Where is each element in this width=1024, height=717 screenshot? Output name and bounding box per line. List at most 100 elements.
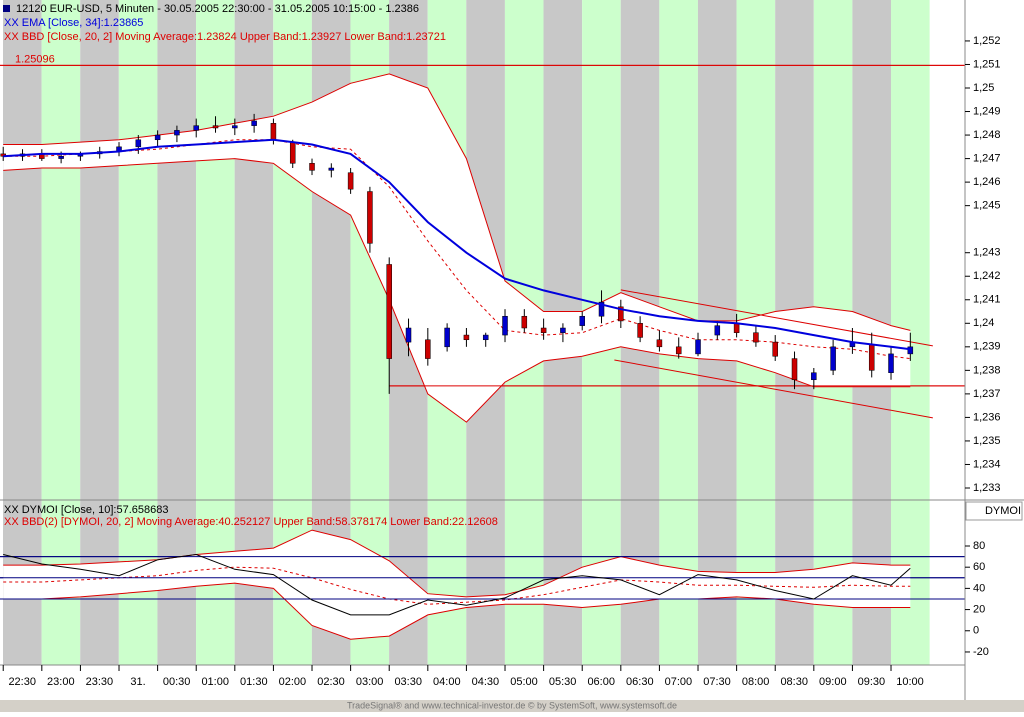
candle-body	[405, 327, 412, 343]
y-tick-label: 1,242	[973, 270, 1001, 282]
y-tick-label: 1,239	[973, 341, 1001, 353]
series-line	[3, 553, 911, 616]
candle-body	[444, 327, 450, 348]
legend-entry: XX BBD(2) [DYMOI, 20, 2] Moving Average:…	[4, 516, 498, 528]
candle-body	[540, 327, 547, 333]
axis-title: DYMOI	[985, 505, 1021, 517]
x-tick-label: 07:30	[703, 676, 731, 688]
candle-body	[811, 372, 817, 381]
symbol-icon	[3, 5, 10, 12]
footer: TradeSignal® and www.technical-investor.…	[347, 700, 677, 710]
candle-body	[502, 315, 508, 336]
y-tick-label: 0	[973, 625, 979, 637]
y-tick-label: 1,243	[973, 247, 1001, 259]
candle-body	[463, 334, 470, 341]
y-tick-label: 1,238	[973, 364, 1001, 376]
y-tick-label: 1,233	[973, 482, 1001, 494]
y-tick-label: 1,248	[973, 129, 1001, 141]
trend-line	[620, 289, 933, 347]
x-tick-label: 05:00	[510, 676, 538, 688]
candle-body	[386, 264, 392, 359]
y-tick-label: 1,252	[973, 35, 1001, 47]
candle-body	[347, 172, 354, 190]
candle-body	[309, 163, 315, 171]
candle-body	[772, 341, 778, 357]
candle-body	[251, 120, 257, 126]
candle-body	[791, 358, 798, 381]
y-tick-label: 1,246	[973, 176, 1001, 188]
candle-body	[174, 130, 180, 136]
x-tick-label: 02:00	[279, 676, 307, 688]
stripe	[157, 0, 197, 665]
y-tick-label: 1,234	[973, 458, 1001, 470]
stripe	[80, 0, 119, 665]
level-label: 1.25096	[15, 53, 55, 65]
candle-body	[733, 323, 740, 333]
x-tick-label: 03:00	[356, 676, 384, 688]
axis-label-box	[965, 501, 1023, 521]
x-tick-label: 09:00	[819, 676, 847, 688]
legend-entry: XX BBD [Close, 20, 2] Moving Average:1.2…	[4, 31, 446, 43]
candle-body	[579, 315, 585, 326]
y-tick-label: 20	[973, 603, 985, 615]
candle-body	[560, 327, 566, 333]
x-tick-label: 01:30	[240, 676, 268, 688]
x-tick-label: 23:30	[86, 676, 114, 688]
x-tick-label: 31.	[130, 676, 145, 688]
candle-body	[753, 332, 759, 343]
y-tick-label: 1,245	[973, 200, 1001, 212]
trend-line	[614, 359, 933, 419]
x-tick-label: 04:30	[472, 676, 500, 688]
series-line	[3, 138, 911, 351]
middle-band	[3, 566, 911, 605]
x-tick-label: 07:00	[665, 676, 693, 688]
y-tick-label: 1,251	[973, 58, 1001, 70]
candle-body	[135, 139, 142, 148]
x-tick-label: 09:30	[858, 676, 886, 688]
stripe	[41, 0, 81, 665]
y-tick-label: 1,235	[973, 435, 1001, 447]
x-tick-label: 06:00	[587, 676, 615, 688]
x-tick-label: 06:30	[626, 676, 654, 688]
time-axis	[0, 665, 965, 700]
y-tick-label: 1,236	[973, 411, 1001, 423]
y-tick-label: 40	[973, 582, 985, 594]
candle-body	[637, 323, 643, 338]
candle-body	[521, 315, 528, 329]
y-tick-label: 1,241	[973, 294, 1001, 306]
lower-band	[3, 158, 911, 423]
band-fill	[3, 73, 911, 423]
y-tick-label: 80	[973, 540, 985, 552]
band-fill	[3, 530, 911, 640]
candle-body	[425, 339, 431, 359]
candle-body	[58, 155, 64, 159]
candle-body	[193, 125, 199, 131]
legend-entry: XX DYMOI [Close, 10]:57.658683	[4, 504, 168, 516]
candle-body	[675, 346, 682, 355]
legend-entry: XX EMA [Close, 34]:1.23865	[4, 17, 143, 29]
chart-title: 12120 EUR-USD, 5 Minuten - 30.05.2005 22…	[16, 3, 419, 15]
candle-body	[598, 301, 605, 317]
candle-body	[482, 334, 489, 341]
axis-panel	[965, 0, 1024, 700]
stripe	[3, 0, 42, 665]
candle-body	[289, 141, 296, 164]
x-tick-label: 03:30	[394, 676, 422, 688]
candle-body	[714, 325, 721, 336]
x-tick-label: 05:30	[549, 676, 577, 688]
status-bar	[0, 700, 1024, 712]
y-tick-label: 1,237	[973, 388, 1001, 400]
candle-body	[232, 125, 238, 129]
candle-body	[154, 134, 161, 141]
candle-body	[212, 125, 219, 129]
candle-body	[656, 339, 663, 348]
y-tick-label: 1,247	[973, 152, 1001, 164]
candle-body	[868, 344, 875, 371]
candle-body	[270, 123, 277, 141]
candle-body	[367, 191, 373, 244]
candle-body	[618, 306, 624, 322]
x-tick-label: 08:00	[742, 676, 770, 688]
stripe	[118, 0, 158, 665]
